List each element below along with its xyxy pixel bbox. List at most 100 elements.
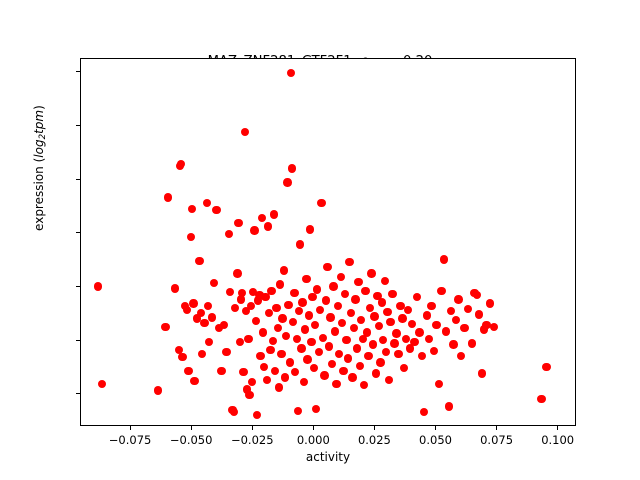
scatter-point [349,324,359,333]
scatter-point [267,286,276,295]
scatter-point [257,213,266,222]
scatter-point [367,269,376,278]
scatter-point [297,344,306,353]
scatter-point [410,338,419,347]
scatter-point [224,229,234,239]
scatter-point [403,305,413,315]
scatter-point [214,324,224,333]
scatter-point [196,309,205,318]
scatter-point [489,323,499,332]
scatter-point [327,359,337,368]
x-tick-label: 0.025 [357,433,391,447]
scatter-point [361,286,370,295]
scatter-point [396,301,405,310]
scatter-point [266,345,275,354]
scatter-point [472,290,482,300]
scatter-point [446,306,456,316]
scatter-point [253,296,263,305]
scatter-point [451,315,461,324]
scatter-point [365,303,375,313]
scatter-point [432,320,441,330]
scatter-point [422,311,431,320]
scatter-point [335,349,344,359]
scatter-point [255,290,264,300]
scatter-point [388,289,397,299]
scatter-point [348,373,357,382]
scatter-point [240,127,249,137]
scatter-point [242,385,252,394]
scatter-point [280,373,290,382]
scatter-point [314,347,323,357]
y-axis-label: expression (log2tpm) [32,38,48,298]
scatter-point [345,257,354,266]
scatter-point [229,407,238,417]
y-tick-mark [76,393,80,395]
scatter-point [407,319,417,329]
scatter-point [250,226,259,235]
scatter-point [394,349,403,359]
scatter-point [299,377,309,387]
scatter-point [190,376,199,386]
x-tick-mark [190,426,192,430]
scatter-point [241,306,251,316]
scatter-point [542,362,551,372]
scatter-point [249,287,258,297]
scatter-point [364,352,373,361]
scatter-point [479,325,489,334]
scatter-point [379,335,388,345]
scatter-point [340,289,350,299]
scatter-point [236,295,246,304]
scatter-point [482,320,491,330]
scatter-point [290,288,299,298]
scatter-point [295,306,304,316]
y-tick-mark [76,125,80,127]
scatter-point [383,308,392,317]
scatter-point [386,317,395,327]
scatter-point [339,367,348,376]
scatter-point [288,317,298,327]
scatter-point [326,313,335,322]
scatter-point [97,379,106,389]
scatter-point [420,407,429,417]
scatter-point [271,367,280,376]
y-label-math-unit: tpm [31,109,46,134]
scatter-point [351,295,360,304]
scatter-point [293,406,302,416]
scatter-point [245,390,254,399]
scatter-point [380,276,389,286]
scatter-point [222,347,231,357]
scatter-point [371,369,381,378]
x-tick-mark [251,426,253,430]
y-label-math-base: log [31,139,46,158]
scatter-point [346,309,356,318]
scatter-point [390,339,399,348]
scatter-point [377,298,386,307]
scatter-point [303,355,312,364]
x-tick-mark [129,426,131,430]
scatter-point [217,367,226,376]
scatter-point [247,377,257,387]
scatter-point [352,344,362,353]
y-tick-mark [76,71,80,73]
scatter-point [292,334,301,344]
scatter-point [279,266,288,275]
scatter-point [317,198,326,207]
scatter-point [302,274,311,284]
scatter-point [304,311,314,320]
scatter-point [467,339,477,348]
scatter-point [285,358,295,367]
scatter-point [330,327,340,336]
scatter-point [442,327,451,336]
scatter-point [269,210,279,219]
scatter-point [444,402,453,411]
scatter-point [203,301,213,310]
x-tick-mark [435,426,436,430]
scatter-point [320,371,329,380]
x-tick-mark [373,426,375,430]
scatter-point [456,352,466,361]
scatter-point [197,349,207,359]
x-tick-label: 0.050 [419,433,452,447]
scatter-point [358,334,367,344]
scatter-point [239,368,248,377]
scatter-point [212,206,221,215]
